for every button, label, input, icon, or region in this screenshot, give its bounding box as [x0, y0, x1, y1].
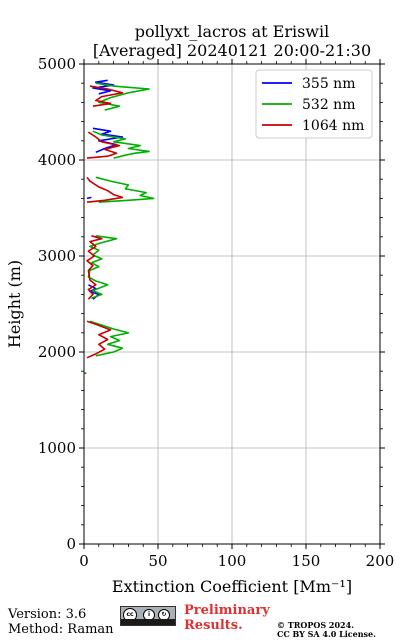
- y-tick-label: 1000: [38, 439, 76, 457]
- legend-box: [255, 69, 373, 139]
- x-axis-label: Extinction Coefficient [Mm⁻¹]: [112, 577, 352, 596]
- y-tick-label: 4000: [38, 151, 76, 169]
- series-line: [89, 320, 130, 357]
- x-tick-label: 150: [292, 552, 321, 570]
- series-lines: [84, 79, 155, 375]
- x-tick-label: 100: [218, 552, 247, 570]
- series-line: [95, 82, 150, 111]
- series-line: [86, 196, 92, 200]
- y-tick-label: 0: [66, 535, 76, 553]
- license-text: CC BY SA 4.0 License.: [277, 629, 376, 639]
- series-line: [95, 176, 155, 203]
- legend-label: 355 nm: [302, 76, 355, 92]
- chart-title-line2: [Averaged] 20240121 20:00-21:30: [92, 41, 372, 60]
- x-tick-label: 0: [79, 552, 89, 570]
- series-line: [86, 235, 103, 300]
- legend: 355 nm 532 nm 1064 nm: [255, 69, 373, 139]
- series-point: [84, 372, 87, 375]
- legend-label: 532 nm: [302, 97, 355, 113]
- cc-by-sa-badge-icon: cc i ↻: [120, 606, 176, 626]
- version-text: Version: 3.6: [8, 607, 87, 622]
- series-line: [92, 130, 150, 159]
- series-line: [92, 127, 124, 154]
- y-tick-label: 2000: [38, 343, 76, 361]
- x-tick-label: 50: [148, 552, 167, 570]
- chart-title-line1: pollyxt_lacros at Eriswil: [134, 22, 330, 41]
- preliminary-label: Preliminary: [184, 603, 270, 618]
- y-axis-label: Height (m): [5, 260, 24, 348]
- method-text: Method: Raman: [8, 622, 114, 637]
- series-line: [92, 79, 115, 95]
- copyright-text: © TROPOS 2024.: [277, 620, 354, 630]
- series-line: [86, 320, 112, 359]
- legend-label: 1064 nm: [302, 118, 364, 134]
- series-line: [89, 85, 124, 107]
- x-tick-label: 200: [366, 552, 395, 570]
- results-label: Results.: [184, 618, 243, 633]
- series-line: [86, 176, 124, 203]
- y-tick-label: 3000: [38, 247, 76, 265]
- series-line: [86, 131, 121, 159]
- series-line: [87, 235, 118, 299]
- y-tick-label: 5000: [38, 55, 76, 73]
